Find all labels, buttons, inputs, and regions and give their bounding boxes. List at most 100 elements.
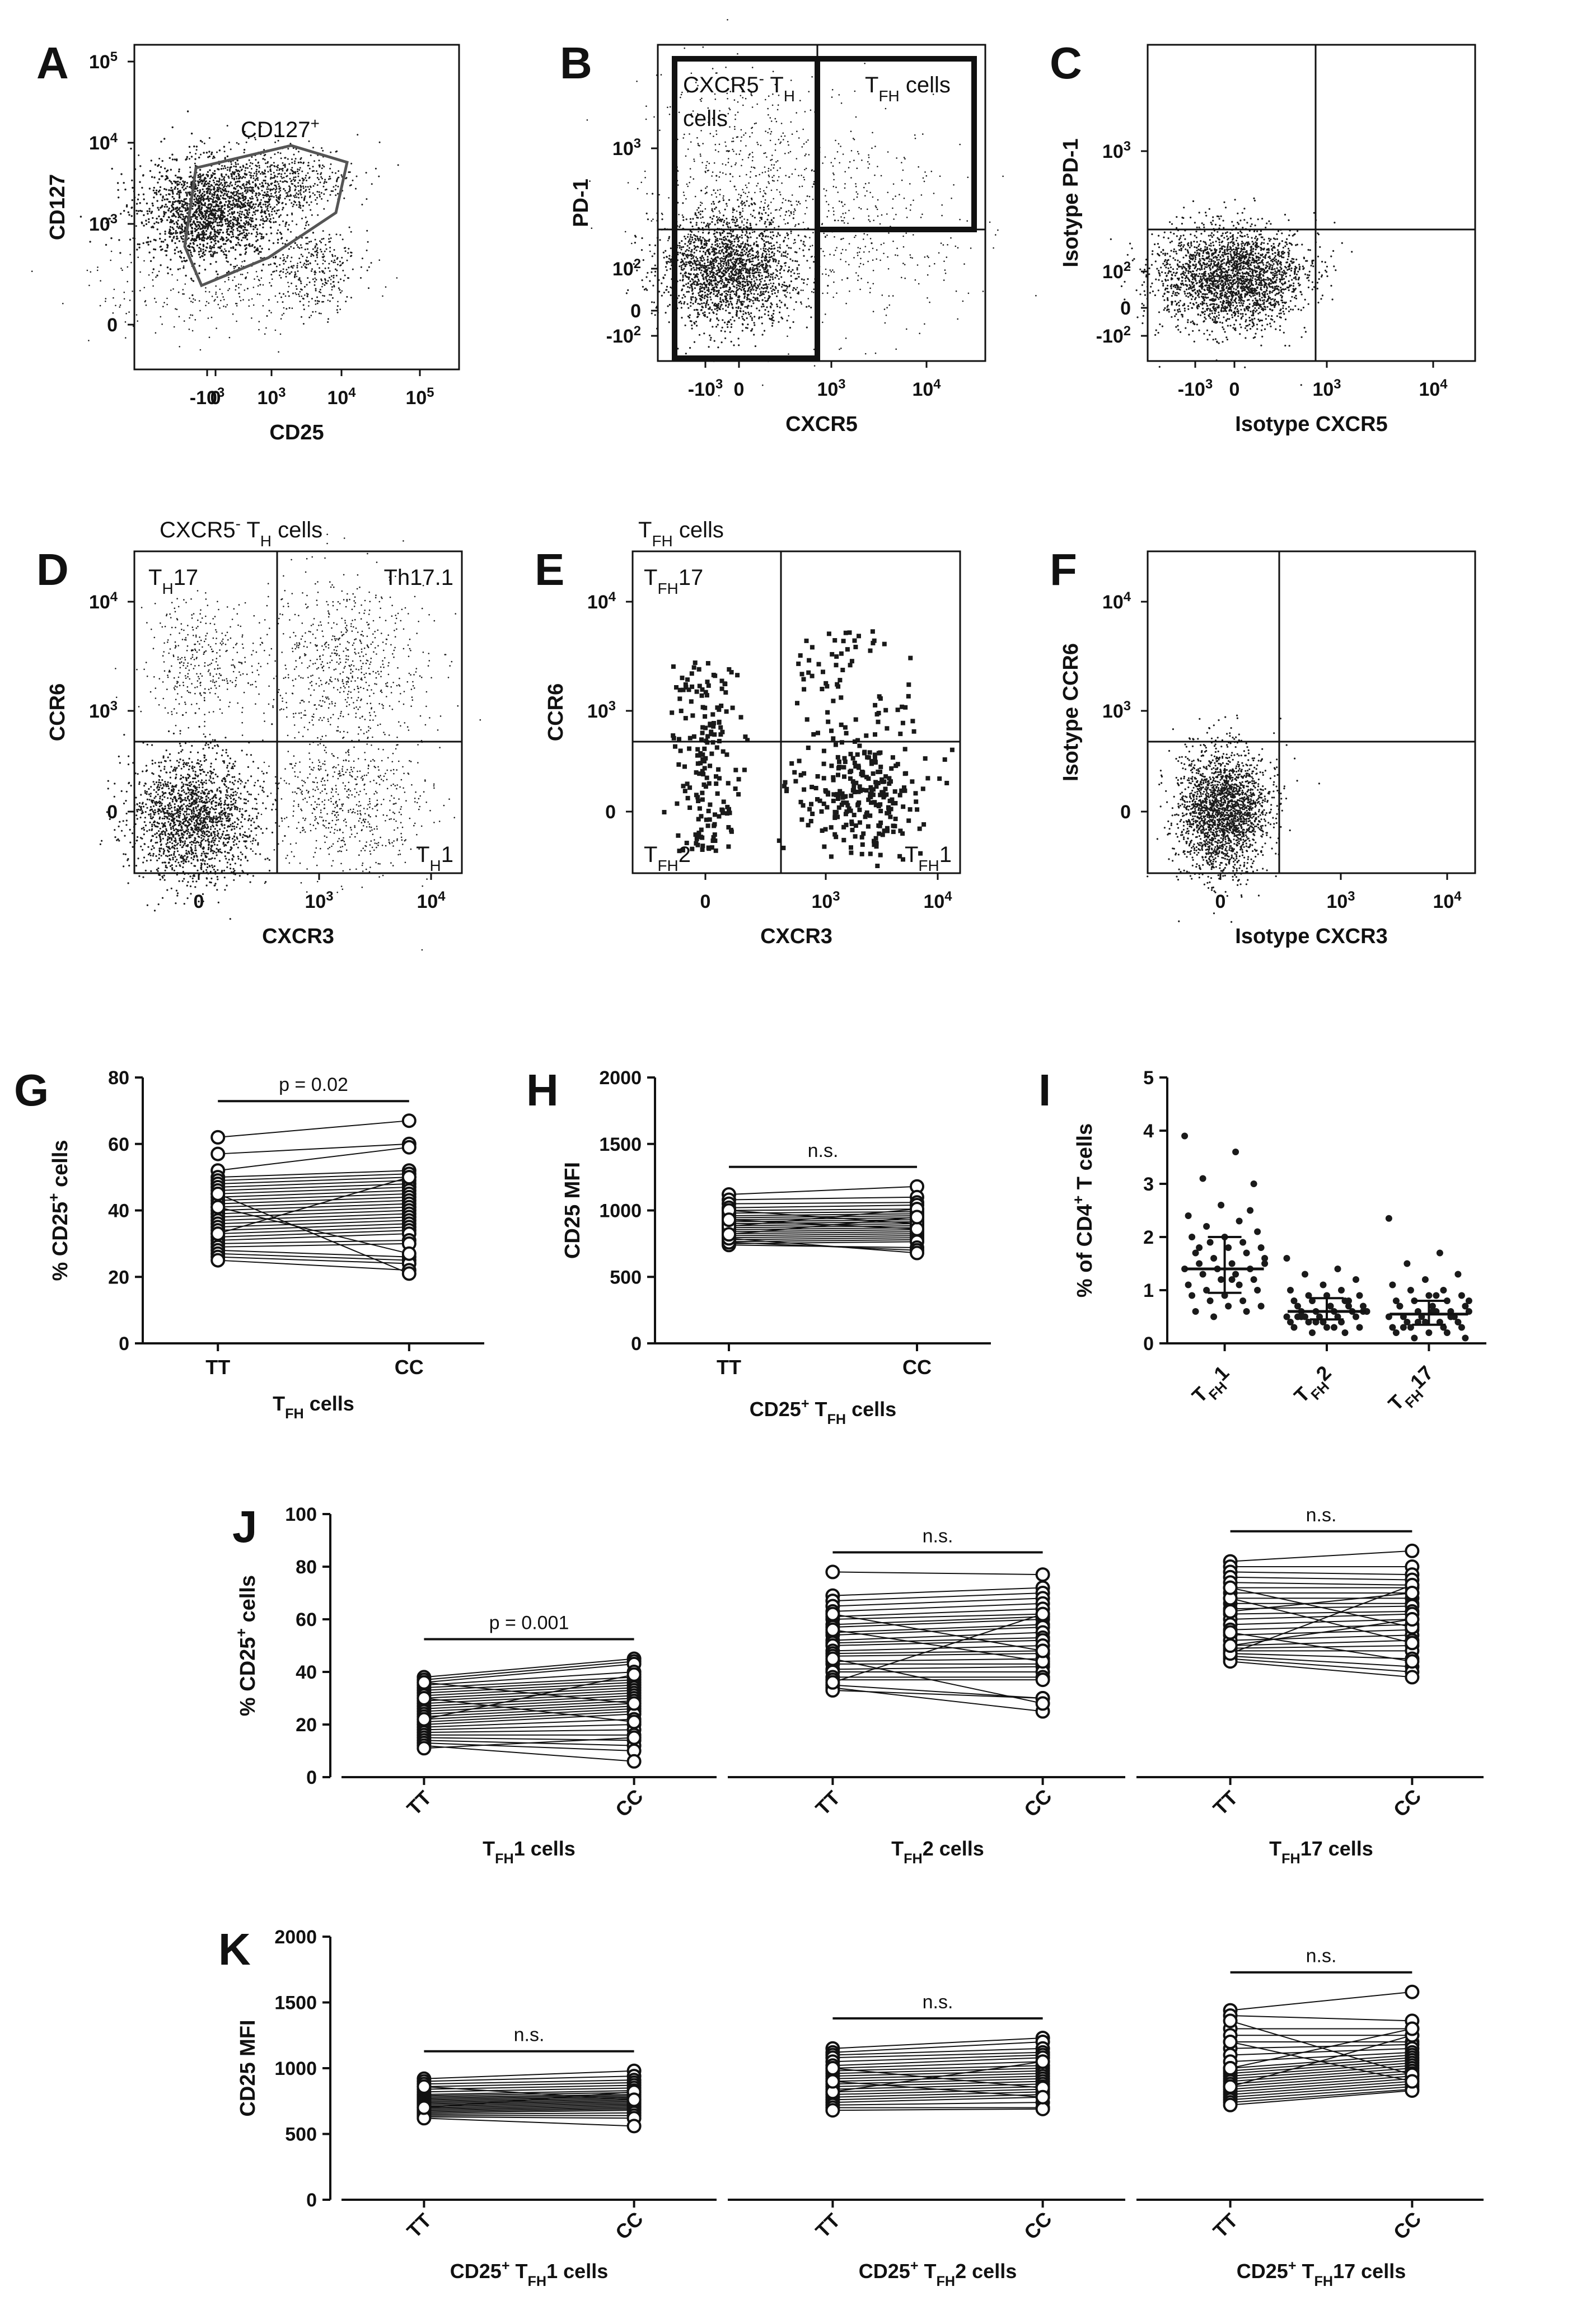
event-dot — [139, 165, 142, 167]
event-dot — [207, 227, 209, 229]
event-dot — [397, 164, 399, 166]
event-dot — [269, 263, 272, 265]
event-dot — [782, 283, 784, 286]
event-dot — [284, 295, 287, 297]
event-dot — [311, 170, 314, 172]
event-dot — [727, 264, 729, 266]
event-dot — [796, 278, 798, 280]
event-dot — [724, 285, 726, 288]
event-dot — [219, 183, 221, 186]
event-dot — [246, 190, 249, 193]
event-dot — [297, 172, 300, 175]
event-dot — [738, 344, 740, 346]
event-dot — [684, 264, 686, 266]
event-dot — [242, 236, 244, 239]
panel-B-xtick-label: 0 — [734, 379, 745, 400]
event-dot — [242, 199, 245, 202]
event-dot — [308, 191, 311, 193]
event-dot — [176, 222, 179, 225]
event-dot — [710, 257, 713, 260]
event-dot — [194, 165, 197, 167]
event-dot — [704, 252, 707, 254]
event-dot — [138, 246, 141, 249]
event-dot — [728, 232, 730, 235]
event-dot — [238, 230, 241, 232]
event-dot — [300, 261, 302, 264]
event-dot — [305, 237, 307, 239]
event-dot — [183, 266, 185, 269]
event-dot — [717, 266, 720, 269]
event-dot — [708, 283, 710, 285]
event-dot — [308, 241, 310, 243]
event-dot — [771, 164, 773, 166]
event-dot — [287, 290, 289, 293]
event-dot — [294, 194, 297, 196]
event-dot — [198, 205, 201, 208]
panel-A-xtick-label-sup-1: 3 — [278, 385, 286, 400]
event-dot — [190, 301, 192, 302]
event-dot — [747, 251, 750, 253]
event-dot — [256, 165, 258, 167]
event-dot — [715, 313, 718, 315]
event-dot — [682, 219, 685, 221]
event-dot — [732, 306, 734, 308]
event-dot — [302, 162, 305, 165]
event-dot — [777, 232, 779, 234]
event-dot — [237, 219, 239, 221]
event-dot — [699, 283, 701, 285]
event-dot — [302, 264, 305, 266]
event-dot — [198, 156, 200, 159]
event-dot — [702, 266, 705, 269]
event-dot — [224, 281, 226, 283]
event-dot — [230, 161, 232, 163]
event-dot — [286, 195, 288, 198]
event-dot — [764, 221, 766, 223]
event-dot — [692, 218, 694, 220]
event-dot — [292, 267, 294, 269]
event-dot — [208, 203, 210, 205]
event-dot — [156, 200, 158, 202]
event-dot — [752, 260, 754, 263]
event-dot — [700, 247, 702, 249]
event-dot — [233, 276, 236, 278]
event-dot — [712, 277, 714, 279]
event-dot — [792, 269, 794, 271]
event-dot — [761, 287, 763, 289]
event-dot — [155, 239, 157, 242]
event-dot — [202, 193, 204, 195]
event-dot — [233, 268, 235, 269]
event-dot — [732, 266, 734, 268]
event-dot — [241, 239, 243, 241]
event-dot — [322, 256, 324, 259]
event-dot — [690, 305, 692, 307]
event-dot — [800, 240, 802, 242]
event-dot — [756, 299, 759, 302]
event-dot — [642, 285, 644, 288]
event-dot — [329, 277, 330, 279]
event-dot — [747, 237, 750, 239]
event-dot — [701, 290, 704, 293]
event-dot — [721, 238, 723, 241]
event-dot — [189, 166, 191, 168]
event-dot — [771, 322, 774, 324]
event-dot — [756, 268, 759, 270]
event-dot — [222, 231, 224, 234]
event-dot — [750, 299, 752, 301]
event-dot — [711, 221, 713, 223]
event-dot — [355, 188, 357, 190]
event-dot — [200, 250, 202, 252]
event-dot — [228, 277, 230, 279]
event-dot — [250, 225, 252, 228]
event-dot — [221, 218, 223, 221]
event-dot — [199, 221, 201, 223]
event-dot — [189, 317, 190, 319]
event-dot — [211, 176, 213, 178]
event-dot — [251, 298, 253, 300]
event-dot — [779, 299, 781, 302]
event-dot — [263, 154, 265, 157]
event-dot — [733, 279, 736, 282]
event-dot — [699, 303, 701, 306]
event-dot — [311, 268, 313, 270]
event-dot — [751, 328, 754, 330]
event-dot — [266, 205, 269, 208]
